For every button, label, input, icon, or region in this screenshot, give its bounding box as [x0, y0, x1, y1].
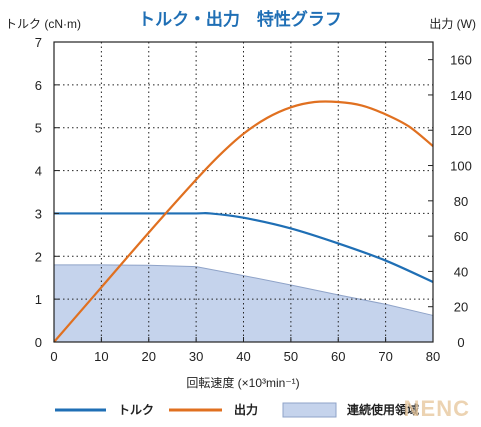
x-tick-label: 60	[331, 349, 345, 364]
y-left-tick-label: 7	[35, 35, 42, 50]
x-tick-label: 30	[189, 349, 203, 364]
y-left-tick-label: 4	[35, 164, 42, 179]
y-right-tick-label: 60	[454, 229, 468, 244]
x-tick-label: 80	[426, 349, 440, 364]
y-right-tick-label: 140	[450, 88, 472, 103]
x-tick-label: 20	[142, 349, 156, 364]
torque-line	[54, 212, 434, 284]
y-right-tick-label: 120	[450, 123, 472, 138]
x-tick-label: 40	[236, 349, 250, 364]
y-left-axis-title: トルク (cN·m)	[5, 17, 81, 31]
x-tick-label: 50	[284, 349, 298, 364]
y-right-tick-label: 80	[454, 194, 468, 209]
y-right-tick-label: 0	[457, 335, 464, 350]
watermark-logo: NENC	[404, 396, 470, 421]
x-tick-label: 70	[378, 349, 392, 364]
continuous-use-area-edge	[54, 264, 434, 316]
y-right-tick-label: 100	[450, 159, 472, 174]
tick-layer: 0 10 20 30 40 50 60 70 8001234567020406080100120…	[35, 35, 472, 364]
legend: トルク 出力 連続使用領域	[55, 402, 419, 418]
y-left-tick-label: 3	[35, 206, 42, 221]
series-layer	[53, 100, 434, 343]
legend-continuous-label: 連続使用領域	[347, 402, 419, 417]
y-left-tick-label: 1	[35, 292, 42, 307]
y-right-tick-label: 40	[454, 264, 468, 279]
y-left-tick-label: 5	[35, 121, 42, 136]
legend-continuous-swatch	[282, 402, 337, 418]
y-right-tick-label: 160	[450, 53, 472, 68]
y-right-tick-label: 20	[454, 300, 468, 315]
chart-title: トルク・出力 特性グラフ	[138, 9, 342, 29]
x-tick-label: 0	[50, 349, 57, 364]
x-axis-title: 回転速度 (×10³min⁻¹)	[186, 375, 299, 390]
y-left-tick-label: 6	[35, 78, 42, 93]
y-right-axis-title: 出力 (W)	[429, 17, 476, 31]
x-tick-label: 10	[94, 349, 108, 364]
y-left-tick-label: 2	[35, 249, 42, 264]
output-line	[53, 100, 434, 343]
y-left-tick-label: 0	[35, 335, 42, 350]
legend-output-label: 出力	[234, 402, 258, 417]
legend-torque-label: トルク	[118, 403, 154, 417]
